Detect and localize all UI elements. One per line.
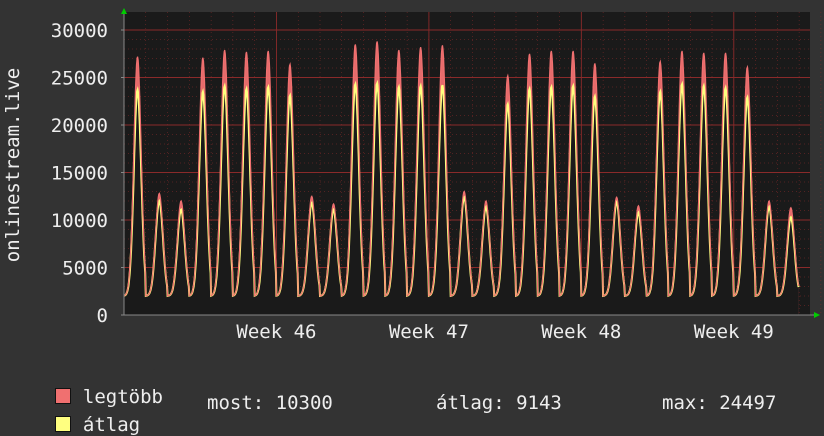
x-tick-label: Week 48	[541, 321, 621, 343]
legend-avg: átlag	[32, 392, 140, 436]
axes	[121, 8, 820, 318]
y-tick-label: 0	[97, 305, 108, 327]
x-axis-arrow	[814, 312, 820, 318]
y-axis-arrow	[121, 8, 127, 14]
x-tick-label: Week 47	[389, 321, 469, 343]
stat-current: most: 10300	[207, 392, 333, 414]
legend-max-swatch	[54, 388, 71, 404]
x-tick-label: Week 49	[694, 321, 774, 343]
y-tick-label: 30000	[51, 20, 108, 42]
y-axis-label: onlinestream.live	[2, 68, 24, 262]
legend-max-label: legtöbb	[82, 386, 163, 408]
y-tick-labels: 0 5000 10000 15000 20000 25000 30000	[51, 20, 108, 327]
stat-maximum: max: 24497	[662, 392, 777, 414]
y-tick-label: 25000	[51, 68, 108, 90]
stat-average: átlag: 9143	[436, 392, 562, 414]
legend-avg-label: átlag	[82, 414, 141, 436]
y-tick-label: 20000	[51, 115, 108, 137]
series-line-max	[123, 41, 800, 297]
legend-max: legtöbb	[32, 364, 163, 408]
y-tick-label: 5000	[62, 258, 108, 280]
x-tick-label: Week 46	[236, 321, 316, 343]
series-area-avg-mask	[124, 83, 799, 315]
x-tick-labels: Week 46 Week 47 Week 48 Week 49	[236, 321, 773, 343]
y-tick-label: 15000	[51, 163, 108, 185]
series-layer	[123, 41, 800, 315]
y-tick-label: 10000	[51, 210, 108, 232]
